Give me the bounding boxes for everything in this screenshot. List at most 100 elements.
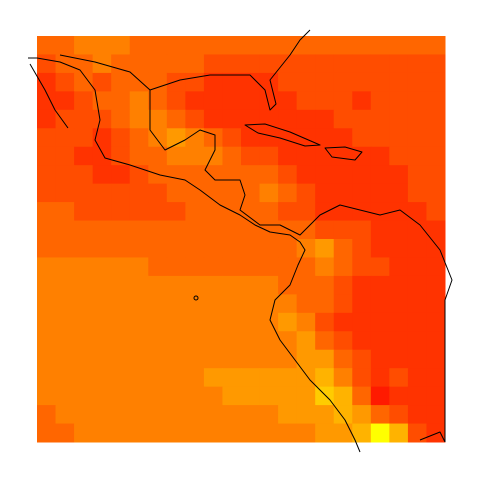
cell [315,36,335,55]
cell [278,239,298,258]
cell [370,165,390,185]
cell [203,349,223,369]
cell [315,423,335,443]
cell [185,109,205,129]
cell [129,423,149,443]
cell [370,36,390,55]
gulf-north-coast [149,29,311,111]
cell [333,54,353,74]
cell [389,405,409,425]
cell [259,146,279,166]
cell [407,386,427,406]
cell [296,405,316,425]
cell [203,146,223,166]
cell [259,386,279,406]
cell [426,54,446,74]
cell [315,146,335,166]
cell [259,312,279,332]
cell [203,312,223,332]
cell [241,275,261,295]
cell [296,423,316,443]
cell [74,239,94,258]
pacific-coast [28,57,361,453]
cell [129,109,149,129]
cell [407,202,427,222]
cell [37,36,57,55]
cell [278,54,298,74]
cell [203,275,223,295]
cell [148,423,168,443]
cell [222,165,242,185]
cell [241,239,261,258]
cell [148,183,168,203]
cell [296,91,316,111]
cell [315,54,335,74]
cell [37,220,57,240]
cell [333,386,353,406]
cell [166,220,186,240]
cell [222,183,242,203]
cell [278,91,298,111]
cell [389,36,409,55]
cell [241,386,261,406]
cell [185,220,205,240]
cell [92,239,112,258]
cell [315,165,335,185]
cell [203,423,223,443]
cell [129,386,149,406]
cell [352,331,372,351]
cell [74,294,94,314]
cell [129,368,149,388]
cell [37,54,57,74]
cell [407,109,427,129]
cell [333,405,353,425]
cell [370,423,390,443]
cell [259,349,279,369]
cell [129,36,149,55]
cell [407,72,427,92]
cell [55,257,75,277]
cell [370,220,390,240]
cell [185,294,205,314]
cell [166,239,186,258]
cell [407,257,427,277]
cell [389,220,409,240]
cell [55,368,75,388]
cell [426,220,446,240]
cell [37,294,57,314]
cell [92,331,112,351]
cell [37,165,57,185]
cell [74,423,94,443]
cell [222,312,242,332]
cell [241,128,261,148]
cell [407,183,427,203]
cell [203,368,223,388]
cell [315,275,335,295]
cell [333,36,353,55]
cell [389,349,409,369]
cell [203,72,223,92]
cell [389,72,409,92]
cell [352,202,372,222]
cell [389,423,409,443]
cell [278,146,298,166]
cell [92,165,112,185]
cell [222,109,242,129]
cell [426,165,446,185]
cell [129,405,149,425]
cell [203,220,223,240]
cell [352,294,372,314]
cell [129,72,149,92]
cell [333,257,353,277]
cell [296,128,316,148]
cell [185,275,205,295]
cell [185,128,205,148]
cell [203,91,223,111]
cell [352,72,372,92]
cell [37,128,57,148]
cell [315,128,335,148]
cell [111,257,131,277]
cell [426,275,446,295]
cell [92,146,112,166]
cell [426,183,446,203]
